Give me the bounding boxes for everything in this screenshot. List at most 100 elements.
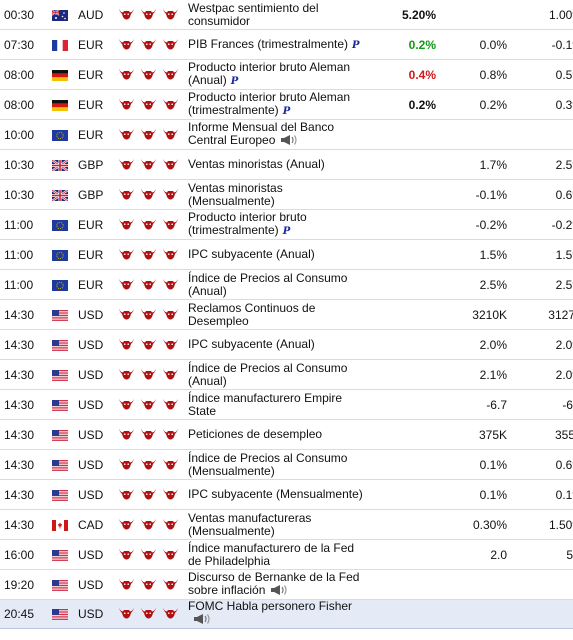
- event-name[interactable]: Westpac sentimiento del consumidor: [188, 0, 319, 28]
- event-name[interactable]: Producto interior bruto Aleman (trimestr…: [188, 90, 351, 118]
- forecast-value: 1.5%: [440, 239, 511, 270]
- previous-value: 1.00%: [511, 0, 573, 30]
- calendar-row[interactable]: 11:00 EUR IPC subyacente (Anual) 1.5% 1.…: [0, 239, 573, 270]
- event-cell[interactable]: Índice de Precios al Consumo (Mensualmen…: [186, 449, 368, 480]
- importance-rating: [118, 487, 179, 500]
- calendar-row[interactable]: 14:30 USD IPC subyacente (Mensualmente) …: [0, 479, 573, 510]
- calendar-row[interactable]: 07:30 EUR PIB Frances (trimestralmente) P…: [0, 29, 573, 60]
- currency-code: EUR: [78, 209, 118, 240]
- event-name[interactable]: IPC subyacente (Anual): [188, 247, 315, 261]
- bull-icon: [118, 67, 135, 80]
- event-cell[interactable]: Índice manufacturero Empire State: [186, 389, 368, 420]
- calendar-row[interactable]: 14:30 USD Peticiones de desempleo 375K 3…: [0, 419, 573, 450]
- speaker-icon[interactable]: [269, 584, 289, 599]
- bull-icon: [140, 127, 157, 140]
- calendar-row[interactable]: 10:30 GBP Ventas minoristas (Anual) 1.7%…: [0, 149, 573, 180]
- calendar-row[interactable]: 11:00 EUR Índice de Precios al Consumo (…: [0, 269, 573, 300]
- calendar-row[interactable]: 16:00 USD Índice manufacturero de la Fed…: [0, 539, 573, 570]
- calendar-row[interactable]: 14:30 USD Índice de Precios al Consumo (…: [0, 359, 573, 390]
- flag-cell: [52, 209, 78, 240]
- event-cell[interactable]: Producto interior bruto Aleman (Anual) P: [186, 59, 368, 90]
- speaker-icon[interactable]: [279, 134, 299, 149]
- importance-rating: [118, 517, 179, 530]
- importance-cell: [118, 509, 186, 540]
- importance-cell: [118, 179, 186, 210]
- bull-icon: [162, 37, 179, 50]
- event-name[interactable]: PIB Frances (trimestralmente) P: [188, 36, 360, 51]
- previous-value: 0.5%: [511, 59, 573, 90]
- event-name[interactable]: IPC subyacente (Anual): [188, 337, 315, 351]
- event-time: 19:20: [0, 569, 52, 600]
- bull-icon: [118, 547, 135, 560]
- calendar-row[interactable]: 14:30 USD IPC subyacente (Anual) 2.0% 2.…: [0, 329, 573, 360]
- event-cell[interactable]: FOMC Habla personero Fisher: [186, 599, 368, 629]
- event-cell[interactable]: Producto interior bruto Aleman (trimestr…: [186, 89, 368, 120]
- event-name[interactable]: Ventas manufactureras (Mensualmente): [188, 510, 312, 538]
- previous-value: -0.2%: [511, 209, 573, 240]
- event-name[interactable]: FOMC Habla personero Fisher: [188, 600, 352, 627]
- calendar-row[interactable]: 11:00 EUR Producto interior bruto (trime…: [0, 209, 573, 240]
- event-cell[interactable]: IPC subyacente (Anual): [186, 239, 368, 270]
- event-cell[interactable]: Ventas minoristas (Anual): [186, 149, 368, 180]
- calendar-row[interactable]: 14:30 USD Índice de Precios al Consumo (…: [0, 449, 573, 480]
- flag-uk-icon: [52, 158, 69, 172]
- event-cell[interactable]: Reclamos Continuos de Desempleo: [186, 299, 368, 330]
- event-cell[interactable]: Índice manufacturero de la Fed de Philad…: [186, 539, 368, 570]
- bull-icon: [140, 337, 157, 350]
- currency-code: USD: [78, 569, 118, 600]
- forecast-value: 2.5%: [440, 269, 511, 300]
- flag-cell: [52, 0, 78, 30]
- flag-uk-icon: [52, 188, 69, 202]
- calendar-row[interactable]: 10:30 GBP Ventas minoristas (Mensualment…: [0, 179, 573, 210]
- forecast-value: [440, 119, 511, 150]
- event-cell[interactable]: Westpac sentimiento del consumidor: [186, 0, 368, 30]
- event-name[interactable]: Discurso de Bernanke de la Fed sobre inf…: [188, 569, 360, 599]
- event-name[interactable]: Índice de Precios al Consumo (Anual): [188, 360, 348, 388]
- currency-code: EUR: [78, 119, 118, 150]
- event-cell[interactable]: Producto interior bruto (trimestralmente…: [186, 209, 368, 240]
- previous-value: 2.0%: [511, 359, 573, 390]
- event-name[interactable]: Índice de Precios al Consumo (Mensualmen…: [188, 450, 348, 478]
- event-name[interactable]: Índice de Precios al Consumo (Anual): [188, 270, 348, 298]
- event-name[interactable]: IPC subyacente (Mensualmente): [188, 487, 363, 501]
- calendar-row[interactable]: 19:20 USD Discurso de Bernanke de la Fed…: [0, 569, 573, 600]
- calendar-row[interactable]: 10:00 EUR Informe Mensual del Banco Cent…: [0, 119, 573, 150]
- previous-value: -6.2: [511, 389, 573, 420]
- event-time: 08:00: [0, 59, 52, 90]
- event-name[interactable]: Peticiones de desempleo: [188, 427, 323, 441]
- flag-cell: [52, 419, 78, 450]
- importance-rating: [118, 127, 179, 140]
- importance-cell: [118, 539, 186, 570]
- calendar-row[interactable]: 08:00 EUR Producto interior bruto Aleman…: [0, 89, 573, 120]
- event-name[interactable]: Índice manufacturero de la Fed de Philad…: [188, 540, 355, 568]
- calendar-row[interactable]: 14:30 USD Reclamos Continuos de Desemple…: [0, 299, 573, 330]
- bull-icon: [162, 337, 179, 350]
- event-cell[interactable]: IPC subyacente (Anual): [186, 329, 368, 360]
- event-cell[interactable]: Informe Mensual del Banco Central Europe…: [186, 119, 368, 150]
- bull-icon: [140, 457, 157, 470]
- event-cell[interactable]: Índice de Precios al Consumo (Anual): [186, 359, 368, 390]
- event-name[interactable]: Ventas minoristas (Anual): [188, 157, 325, 171]
- calendar-row[interactable]: 14:30 CAD Ventas manufactureras (Mensual…: [0, 509, 573, 540]
- forecast-value: 0.1%: [440, 479, 511, 510]
- preliminary-icon: P: [230, 76, 239, 87]
- event-cell[interactable]: Ventas minoristas (Mensualmente): [186, 179, 368, 210]
- event-cell[interactable]: Índice de Precios al Consumo (Anual): [186, 269, 368, 300]
- speaker-icon[interactable]: [192, 613, 212, 628]
- event-cell[interactable]: PIB Frances (trimestralmente) P: [186, 29, 368, 60]
- calendar-row[interactable]: 08:00 EUR Producto interior bruto Aleman…: [0, 59, 573, 90]
- calendar-row[interactable]: 14:30 USD Índice manufacturero Empire St…: [0, 389, 573, 420]
- event-cell[interactable]: Discurso de Bernanke de la Fed sobre inf…: [186, 569, 368, 600]
- event-name[interactable]: Reclamos Continuos de Desempleo: [188, 300, 316, 328]
- event-name[interactable]: Producto interior bruto Aleman (Anual) P: [188, 60, 351, 88]
- event-name[interactable]: Ventas minoristas (Mensualmente): [188, 180, 283, 208]
- calendar-row[interactable]: 20:45 USD FOMC Habla personero Fisher: [0, 599, 573, 629]
- calendar-row[interactable]: 00:30 AUD Westpac sentimiento del consum…: [0, 0, 573, 30]
- event-name[interactable]: Producto interior bruto (trimestralmente…: [188, 210, 307, 238]
- event-cell[interactable]: Ventas manufactureras (Mensualmente): [186, 509, 368, 540]
- event-cell[interactable]: Peticiones de desempleo: [186, 419, 368, 450]
- event-name[interactable]: Informe Mensual del Banco Central Europe…: [188, 119, 335, 149]
- event-cell[interactable]: IPC subyacente (Mensualmente): [186, 479, 368, 510]
- event-name[interactable]: Índice manufacturero Empire State: [188, 390, 343, 418]
